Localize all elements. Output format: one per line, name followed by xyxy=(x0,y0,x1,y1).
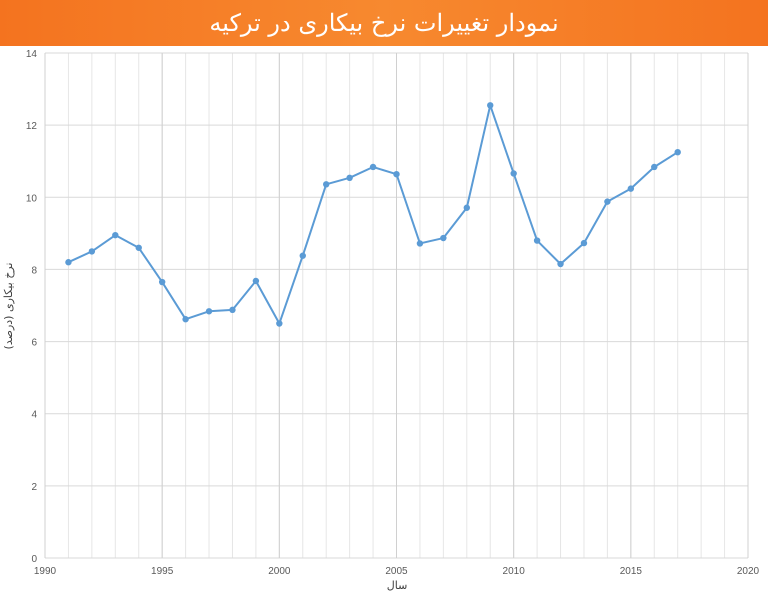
data-point xyxy=(463,204,470,211)
y-axis-ticks: 0 2 4 6 8 10 12 14 xyxy=(26,49,38,565)
data-point xyxy=(487,102,494,109)
data-point xyxy=(416,240,424,247)
data-point xyxy=(580,239,588,247)
data-point xyxy=(627,185,635,192)
data-point xyxy=(323,181,330,188)
chart-title: نمودار تغییرات نرخ بیکاری در ترکیه xyxy=(209,9,559,37)
y-tick-label: 0 xyxy=(31,554,37,565)
x-tick-label: 2020 xyxy=(737,566,760,577)
data-point xyxy=(369,163,377,171)
data-point xyxy=(440,234,447,242)
data-point xyxy=(88,248,96,255)
data-point xyxy=(510,170,517,177)
data-point xyxy=(112,231,119,239)
x-tick-label: 2010 xyxy=(503,566,526,577)
x-tick-label: 2015 xyxy=(620,566,643,577)
data-point xyxy=(393,171,400,178)
data-point xyxy=(135,244,142,251)
x-tick-label: 1990 xyxy=(34,566,57,577)
data-point xyxy=(252,277,260,285)
y-tick-label: 4 xyxy=(31,410,37,421)
data-point xyxy=(674,148,681,156)
y-tick-label: 14 xyxy=(26,49,38,60)
x-tick-label: 2005 xyxy=(385,566,408,577)
data-point xyxy=(205,308,213,315)
title-banner: نمودار تغییرات نرخ بیکاری در ترکیه xyxy=(0,0,768,46)
series-group xyxy=(65,102,681,327)
data-point xyxy=(533,237,541,244)
data-point xyxy=(604,198,611,205)
x-axis-ticks: 1990 1995 2000 2005 2010 2015 2020 xyxy=(34,566,760,577)
data-point xyxy=(158,278,166,286)
y-tick-label: 12 xyxy=(26,121,38,132)
x-tick-label: 2000 xyxy=(268,566,291,577)
y-tick-label: 2 xyxy=(31,482,37,493)
data-point xyxy=(346,174,353,182)
data-point xyxy=(299,252,306,259)
y-tick-label: 8 xyxy=(31,265,37,276)
data-point xyxy=(182,316,189,323)
grid-lines xyxy=(44,52,749,559)
data-point xyxy=(276,320,283,327)
data-point xyxy=(557,260,564,268)
data-point xyxy=(65,259,72,266)
y-tick-label: 10 xyxy=(26,193,38,204)
data-point xyxy=(229,306,236,314)
data-point xyxy=(651,163,658,171)
x-axis-label: سال xyxy=(387,579,408,592)
y-axis-label: نرخ بیکاری (درصد) xyxy=(2,263,15,350)
x-tick-label: 1995 xyxy=(151,566,174,577)
y-tick-label: 6 xyxy=(31,338,37,349)
